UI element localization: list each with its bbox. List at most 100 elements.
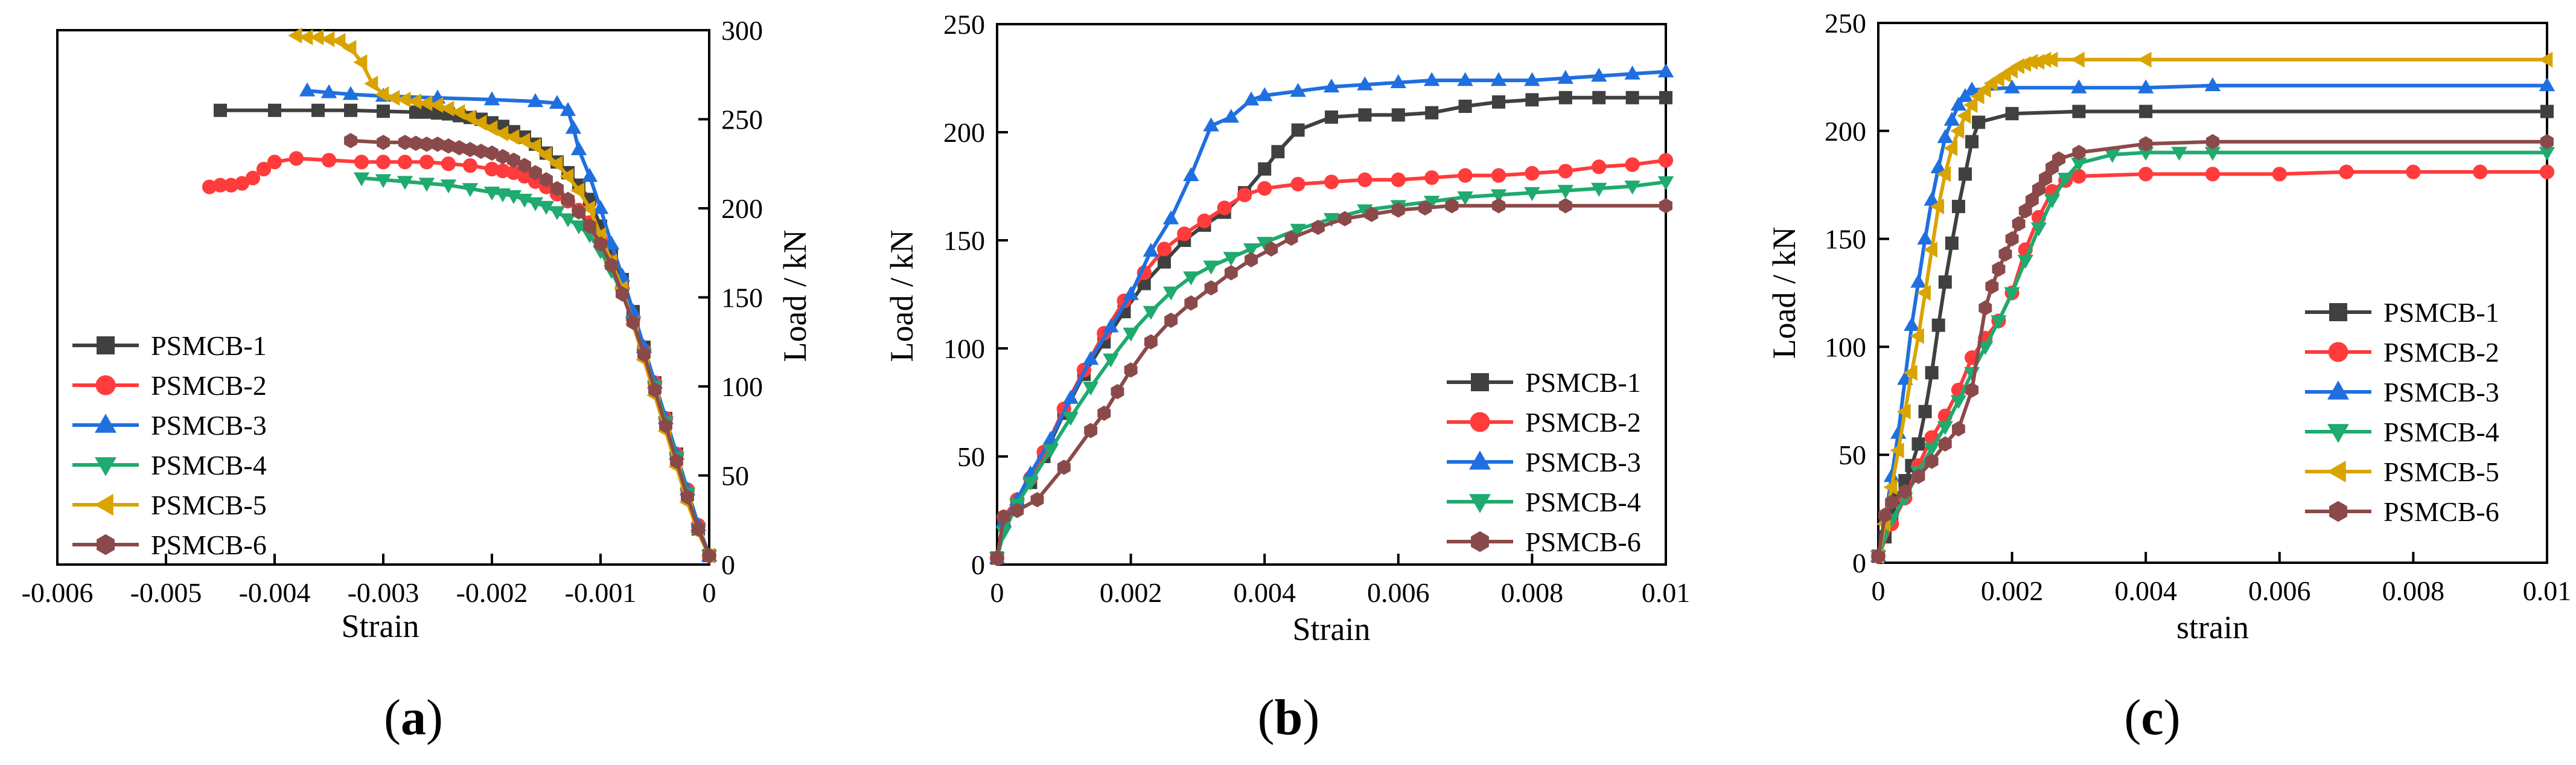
x-tick-label-a: -0.003 (348, 577, 419, 608)
series-line-a-PSMCB-2 (209, 156, 711, 557)
data-point-c-PSMCB-6 (1925, 453, 1939, 469)
legend-label-a: PSMCB-4 (151, 450, 267, 481)
data-point-a-PSMCB-6 (344, 133, 357, 149)
y-tick-label-c: 0 (1852, 548, 1866, 578)
data-point-b-PSMCB-4 (1591, 182, 1607, 197)
data-point-a-PSMCB-5 (331, 33, 346, 49)
data-point-b-PSMCB-4 (1557, 185, 1573, 199)
x-axis-label-c: strain (2176, 609, 2249, 645)
data-point-c-PSMCB-6 (1998, 246, 2012, 262)
data-point-b-PSMCB-2 (1156, 242, 1172, 257)
data-point-b-PSMCB-4 (1223, 252, 1239, 266)
data-point-a-PSMCB-5 (494, 125, 509, 142)
data-point-b-PSMCB-1 (1325, 110, 1338, 124)
data-point-a-PSMCB-6 (420, 136, 433, 152)
data-point-a-PSMCB-5 (505, 129, 520, 146)
y-tick-label-b: 250 (943, 9, 985, 40)
data-point-a-PSMCB-6 (442, 138, 455, 154)
data-point-b-PSMCB-1 (1492, 95, 1505, 109)
data-point-a-PSMCB-6 (659, 418, 672, 434)
legend-label-a: PSMCB-3 (151, 410, 267, 441)
data-point-b-PSMCB-3 (1243, 91, 1260, 106)
data-point-a-PSMCB-5 (462, 109, 476, 126)
data-point-b-PSMCB-4 (1457, 191, 1473, 206)
data-point-c-PSMCB-5 (1910, 328, 1924, 344)
data-point-b-PSMCB-2 (1257, 181, 1272, 196)
data-point-a-PSMCB-4 (462, 183, 479, 197)
data-point-b-PSMCB-6 (1311, 219, 1325, 235)
legend-label-a: PSMCB-6 (151, 530, 267, 560)
data-point-c-PSMCB-3 (1963, 82, 1980, 96)
caption-b-letter: b (1274, 690, 1303, 746)
data-point-a-PSMCB-6 (583, 218, 596, 234)
data-point-c-PSMCB-1 (2139, 104, 2153, 118)
data-point-b-PSMCB-4 (1490, 189, 1507, 203)
data-point-b-PSMCB-4 (995, 526, 1012, 541)
data-point-a-PSMCB-5 (473, 115, 487, 131)
y-tick-label-a: 200 (721, 193, 763, 224)
data-point-a-PSMCB-1 (409, 105, 422, 119)
data-point-c-PSMCB-5 (1903, 365, 1918, 381)
data-point-b-PSMCB-4 (1022, 476, 1039, 491)
data-point-b-PSMCB-1 (1458, 100, 1472, 114)
data-point-a-PSMCB-2 (256, 162, 272, 177)
data-point-a-PSMCB-5 (440, 100, 454, 117)
data-point-b-PSMCB-1 (1558, 91, 1572, 104)
y-axis-label-b: Load / kN (884, 230, 920, 362)
data-point-a-PSMCB-5 (527, 138, 541, 154)
data-point-b-PSMCB-3 (1624, 65, 1640, 80)
legend-label-c: PSMCB-2 (2383, 337, 2499, 368)
data-point-c-PSMCB-6 (2039, 170, 2052, 187)
y-tick-label-b: 200 (943, 117, 985, 148)
data-point-a-PSMCB-3 (581, 168, 598, 182)
x-axis-label-a: Strain (342, 608, 419, 644)
data-point-c-PSMCB-5 (1896, 403, 1911, 420)
data-point-a-PSMCB-2 (354, 155, 369, 170)
data-point-c-PSMCB-5 (2137, 51, 2152, 68)
data-point-b-PSMCB-2 (1625, 157, 1640, 172)
data-point-c-PSMCB-6 (1992, 261, 2006, 277)
data-point-b-PSMCB-6 (1184, 295, 1198, 311)
data-point-c-PSMCB-5 (1923, 242, 1937, 258)
data-point-b-PSMCB-6 (1204, 280, 1218, 296)
data-point-b-PSMCB-2 (1424, 170, 1439, 185)
data-point-a-PSMCB-5 (451, 104, 465, 120)
data-point-b-PSMCB-4 (1082, 382, 1099, 396)
data-point-a-PSMCB-4 (527, 197, 544, 211)
data-point-c-PSMCB-5 (1957, 107, 1971, 124)
data-point-a-PSMCB-2 (267, 155, 282, 170)
y-tick-label-a: 0 (721, 549, 735, 580)
data-point-a-PSMCB-5 (483, 120, 498, 136)
data-point-a-PSMCB-6 (540, 172, 553, 188)
data-point-c-PSMCB-3 (2004, 79, 2020, 94)
data-point-c-PSMCB-4 (1977, 341, 1994, 356)
data-point-b-PSMCB-2 (1558, 164, 1573, 179)
data-point-a-PSMCB-5 (320, 31, 335, 47)
x-tick-label-c: 0.008 (2382, 575, 2445, 606)
data-point-a-PSMCB-6 (692, 521, 705, 537)
data-point-c-PSMCB-5 (2539, 51, 2553, 68)
legend-marker-b (1471, 373, 1489, 391)
data-point-a-PSMCB-6 (572, 204, 585, 220)
legend-label-a: PSMCB-1 (151, 330, 267, 361)
series-b-PSMCB-6 (990, 198, 1672, 566)
data-point-b-PSMCB-6 (1365, 206, 1379, 222)
data-point-b-PSMCB-3 (1424, 72, 1440, 86)
data-point-a-PSMCB-5 (570, 182, 585, 199)
data-point-c-PSMCB-6 (2072, 144, 2086, 161)
data-point-c-PSMCB-2 (2138, 167, 2154, 182)
data-point-c-PSMCB-4 (2204, 147, 2221, 161)
data-point-b-PSMCB-6 (1284, 230, 1298, 246)
chart-c: 0 0.002 0.004 0.006 0.008 0.01 0 50 100 150 200 250… (1766, 8, 2571, 645)
y-tick-label-b: 100 (943, 333, 985, 364)
data-point-c-PSMCB-4 (2071, 158, 2087, 172)
data-point-b-PSMCB-3 (1183, 167, 1199, 181)
data-point-c-PSMCB-6 (2005, 231, 2019, 247)
y-tick-label-a: 150 (721, 283, 763, 313)
legend-marker-c (2327, 424, 2349, 443)
data-point-b-PSMCB-2 (1458, 168, 1473, 183)
data-point-c-PSMCB-3 (1883, 468, 1900, 482)
chart-a: -0.006 -0.005 -0.004 -0.003 -0.002 -0.001 00 50… (22, 15, 813, 644)
x-tick-label-b: 0.008 (1501, 577, 1564, 608)
data-point-c-PSMCB-1 (1925, 366, 1939, 380)
